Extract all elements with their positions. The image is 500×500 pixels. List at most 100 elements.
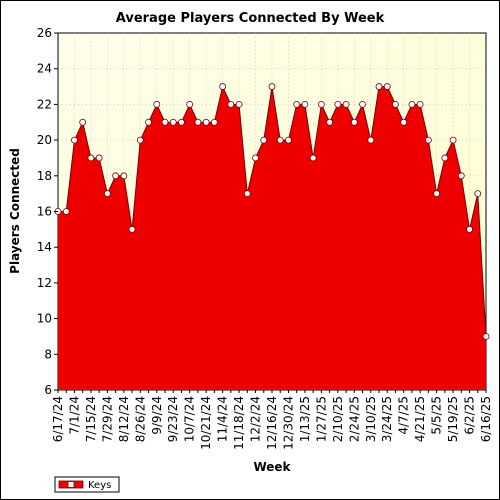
x-tick-label: 5/19/25 [446,396,460,442]
data-point [317,101,325,108]
data-point [383,83,391,90]
x-axis: 6/17/24 7/1/24 7/15/24 7/29/24 8/12/24 8/26/2… [51,390,493,450]
y-tick-label: 24 [37,62,52,76]
data-point [326,118,334,126]
y-axis: 6 8 10 12 14 16 18 20 22 24 26 [37,26,58,397]
legend-label: Keys [88,480,111,491]
x-tick-label: 6/16/25 [479,396,493,442]
data-point [359,101,366,108]
data-point [103,190,111,198]
x-tick-label: 9/23/24 [166,396,180,442]
y-tick-label: 14 [37,240,52,254]
data-point [350,118,358,126]
y-tick-label: 8 [44,347,52,361]
x-tick-label: 8/12/24 [117,396,131,442]
data-point [367,136,375,144]
x-tick-label: 11/18/24 [232,396,246,450]
x-tick-label: 4/7/25 [397,396,411,435]
data-point [416,101,424,108]
data-point [301,101,309,108]
data-point [268,83,276,90]
data-markers [54,83,490,340]
y-tick-label: 20 [37,133,52,147]
x-tick-label: 12/30/24 [281,396,295,450]
area-fill [58,86,486,391]
data-point [243,190,251,198]
x-tick-label: 8/26/24 [133,396,147,442]
data-point [71,136,78,144]
data-point [202,118,210,126]
data-point [334,101,342,108]
y-tick-label: 18 [37,169,52,183]
y-tick-label: 10 [37,312,52,326]
data-point [424,136,432,144]
x-tick-label: 1/13/25 [298,396,312,442]
chart-title: Average Players Connected By Week [116,11,385,26]
data-point [433,190,441,198]
data-point [408,101,416,108]
data-point [219,83,227,90]
data-point [120,172,128,180]
y-tick-label: 16 [37,205,52,219]
data-point [342,101,350,108]
data-point [392,101,399,108]
x-tick-label: 6/17/24 [51,396,65,442]
data-point [235,101,243,108]
legend-marker-icon [67,481,75,488]
legend: Keys [54,476,120,493]
data-point [375,83,383,90]
data-point [186,101,194,108]
data-point [194,118,202,126]
data-point [128,225,136,233]
data-point [309,154,317,162]
x-tick-label: 10/21/24 [199,396,213,450]
data-point [145,118,152,126]
data-point [285,136,292,144]
x-tick-label: 9/9/24 [150,396,164,435]
data-point [112,172,120,180]
x-tick-label: 3/24/25 [380,396,394,442]
data-point [466,225,473,233]
y-tick-label: 26 [37,26,52,40]
data-point [227,101,235,108]
x-tick-label: 10/7/24 [183,396,197,442]
data-point [260,136,268,144]
data-point [136,136,144,144]
y-tick-label: 22 [37,97,52,111]
data-point [293,101,301,108]
y-axis-title: Players Connected [8,148,22,274]
x-tick-label: 12/16/24 [265,396,279,450]
x-tick-label: 5/5/25 [430,396,444,435]
y-tick-label: 6 [44,383,52,397]
x-axis-title: Week [253,460,291,474]
data-point [276,136,284,144]
data-point [482,333,490,340]
data-point [178,118,185,126]
data-point [449,136,457,144]
data-point [62,208,70,215]
data-point [210,118,218,126]
data-point [161,118,169,126]
x-tick-label: 7/29/24 [100,396,114,442]
x-tick-label: 11/4/24 [216,396,230,442]
data-point [95,154,103,162]
x-tick-label: 2/10/25 [331,396,345,442]
data-point [457,172,465,180]
data-point [169,118,177,126]
data-point [87,154,95,162]
x-tick-label: 7/1/24 [67,396,81,435]
data-point [153,101,161,108]
x-tick-label: 4/21/25 [413,396,427,442]
x-tick-label: 7/15/24 [84,396,98,442]
x-tick-label: 2/24/25 [347,396,361,442]
x-tick-label: 1/27/25 [314,396,328,442]
data-point [400,118,408,126]
data-point [474,190,482,198]
x-tick-label: 12/2/24 [249,396,263,442]
data-point [252,154,259,162]
y-tick-label: 12 [37,276,52,290]
x-tick-label: 3/10/25 [364,396,378,442]
x-tick-label: 6/2/25 [463,396,477,435]
data-point [441,154,449,162]
